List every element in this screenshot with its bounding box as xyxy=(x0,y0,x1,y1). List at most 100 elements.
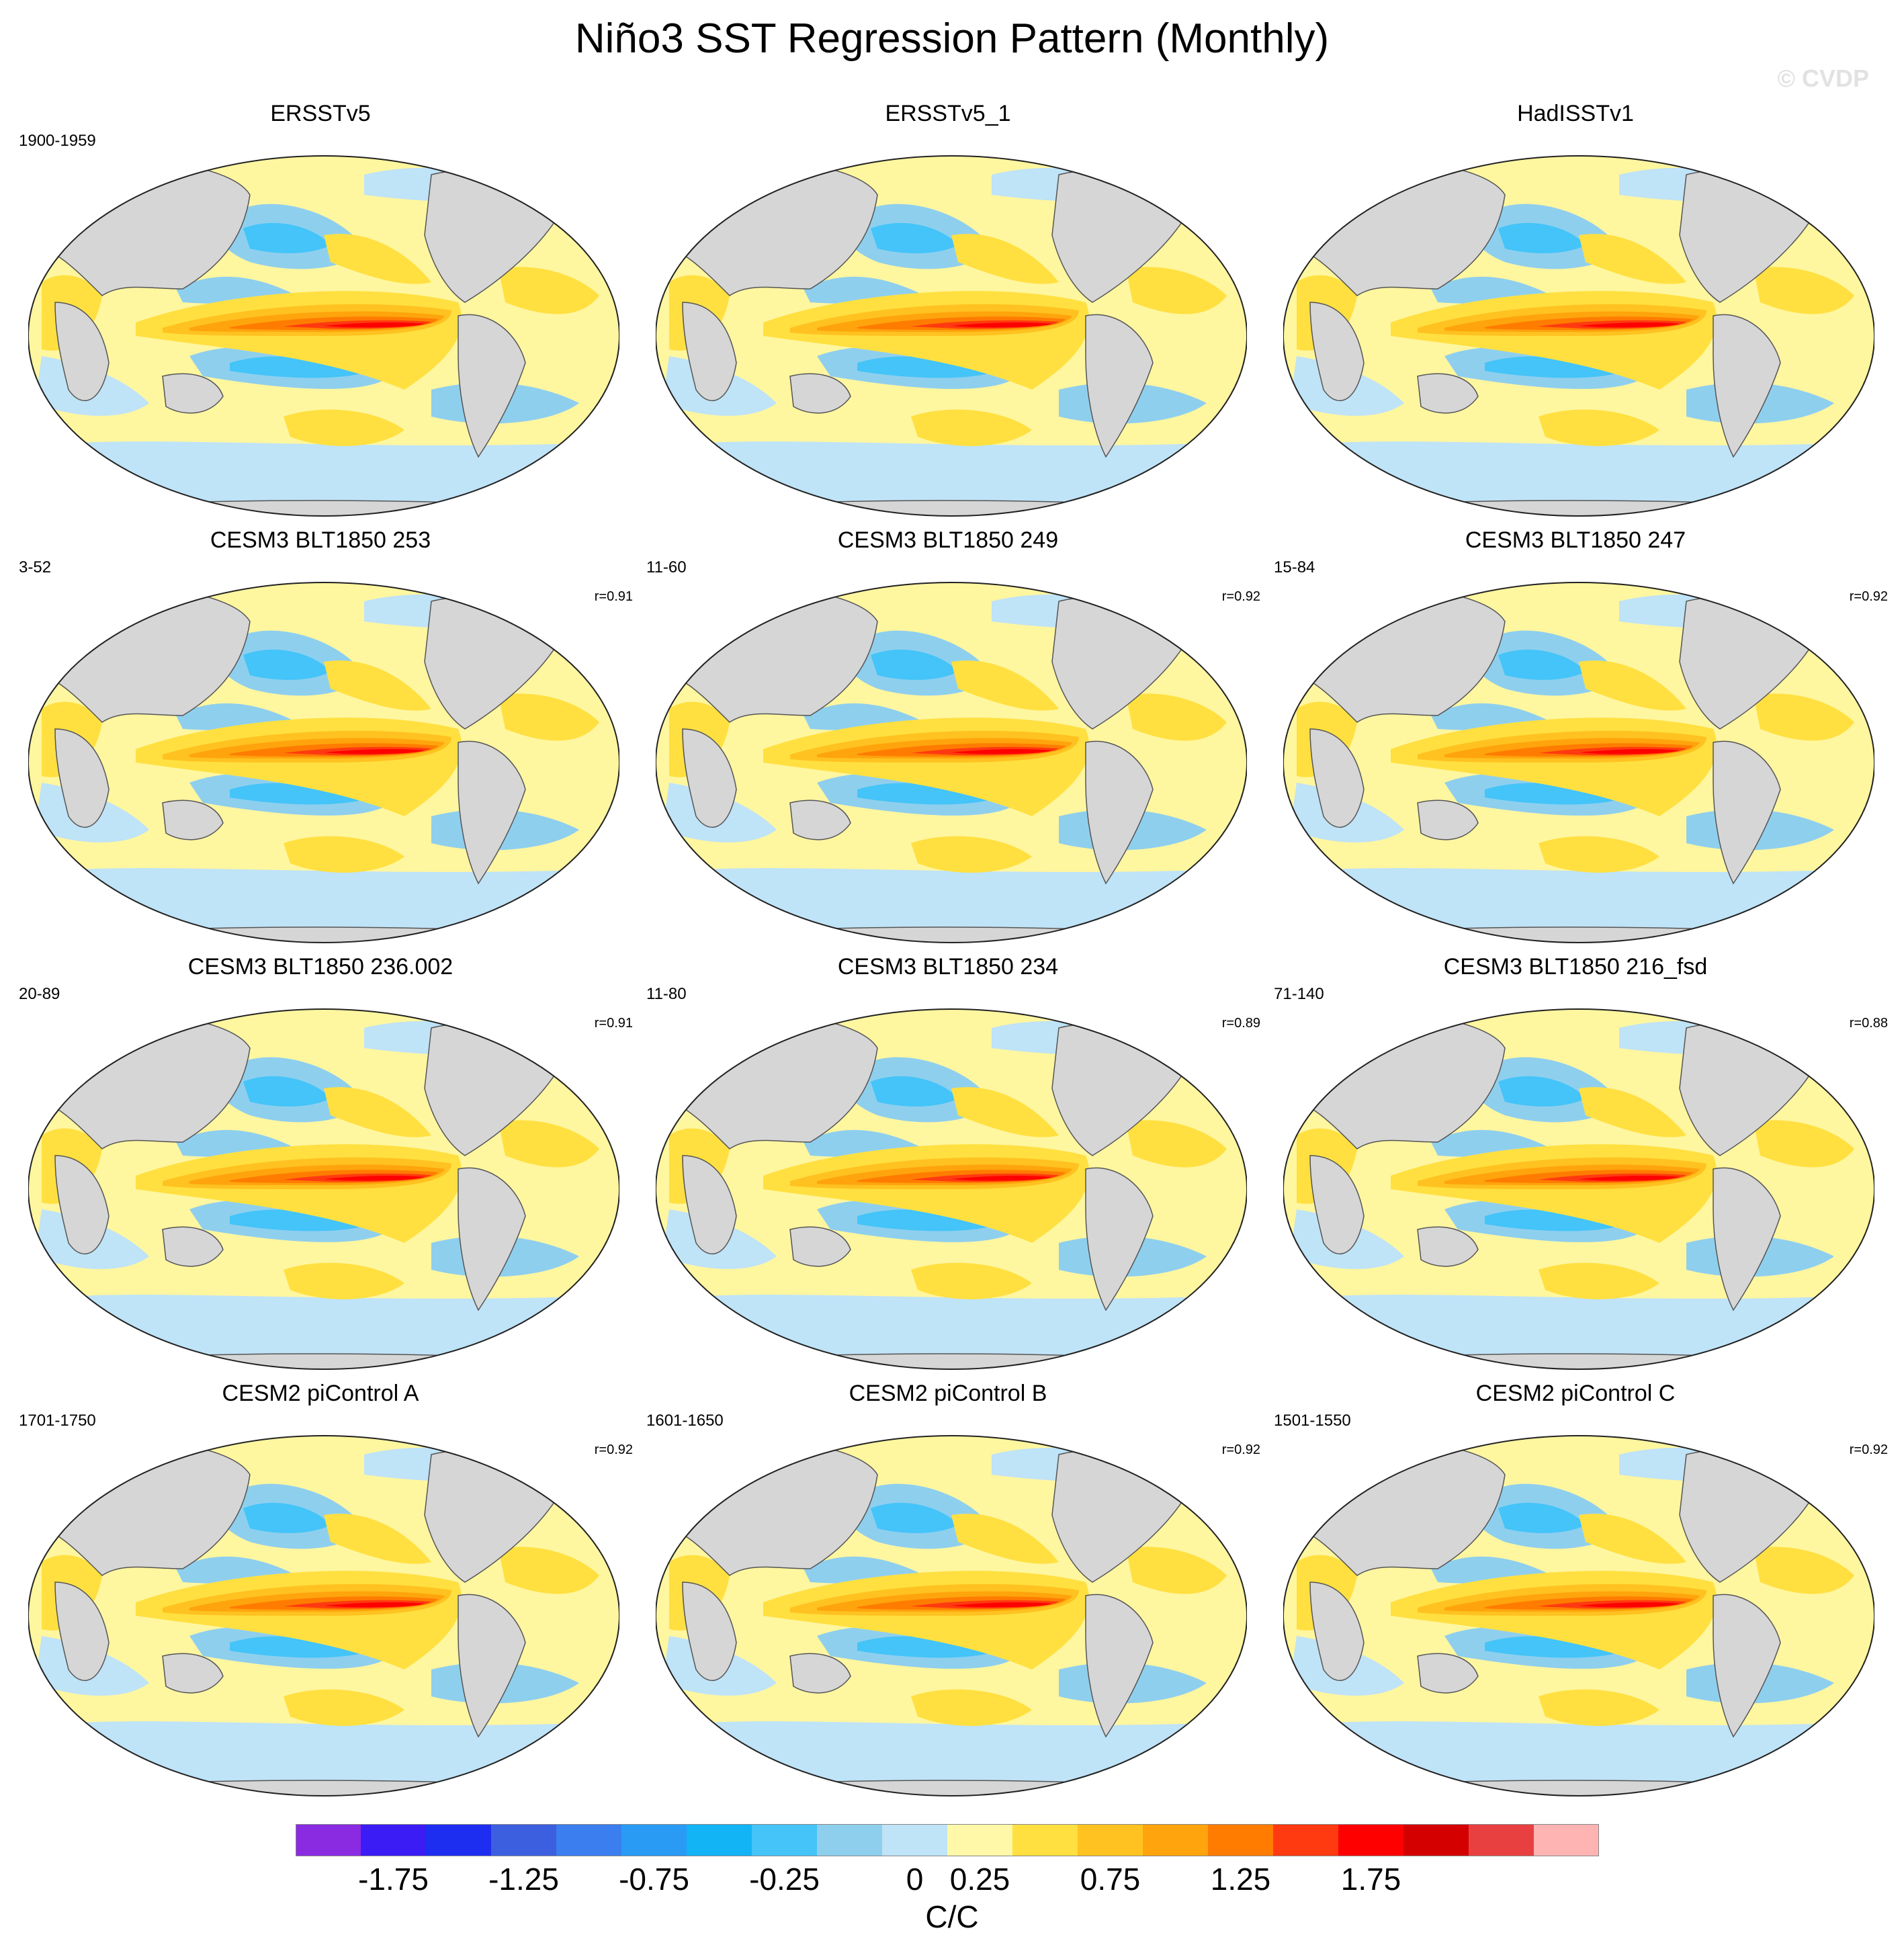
warm-anomaly-region xyxy=(1754,267,1854,314)
warm-anomaly-region xyxy=(951,1087,1059,1137)
south-america-land xyxy=(1085,314,1154,458)
map-panel: CESM3 BLT1850 247 15-84 r=0.92 xyxy=(1263,527,1888,951)
panel-title: CESM2 piControl B xyxy=(849,1381,1047,1406)
warm-anomaly-region xyxy=(499,1547,599,1594)
colorbar-tick-label: -1.75 xyxy=(358,1862,429,1897)
cool-anomaly-region xyxy=(28,1295,619,1369)
colorbar-swatch xyxy=(426,1824,491,1856)
colorbar-swatch xyxy=(1273,1824,1338,1856)
australia-land xyxy=(789,799,851,840)
warm-anomaly-region xyxy=(1579,749,1680,754)
warm-anomaly-region xyxy=(1754,1547,1854,1594)
colorbar-swatch xyxy=(1469,1824,1534,1856)
warm-anomaly-region xyxy=(1579,1176,1680,1181)
sst-map xyxy=(656,1435,1247,1796)
map-outline xyxy=(28,155,619,517)
map-outline xyxy=(1283,1435,1874,1796)
warm-anomaly-region xyxy=(324,234,431,284)
cool-anomaly-region xyxy=(871,222,958,253)
sst-map xyxy=(1283,1008,1874,1370)
panel-period: 1601-1650 xyxy=(646,1412,724,1430)
cool-anomaly-region xyxy=(1498,1502,1586,1533)
colorbar-tick-label: 1.25 xyxy=(1210,1862,1271,1897)
sst-map xyxy=(1283,582,1874,943)
warm-anomaly-region xyxy=(324,1602,425,1608)
cool-anomaly-region xyxy=(656,1721,1247,1796)
map-outline xyxy=(28,582,619,943)
map-panel: ERSSTv5 1900-1959 xyxy=(8,101,633,524)
sst-map xyxy=(28,582,619,943)
warm-anomaly-region xyxy=(499,693,599,741)
colorbar-tick-label: 0 xyxy=(906,1862,924,1897)
africa-land xyxy=(1309,302,1365,402)
africa-land xyxy=(1309,728,1365,828)
colorbar-swatch xyxy=(556,1824,621,1856)
south-america-land xyxy=(1713,1167,1781,1311)
panel-period: 71-140 xyxy=(1274,985,1324,1003)
antarctica-land xyxy=(656,1780,1247,1796)
australia-land xyxy=(162,799,224,840)
australia-land xyxy=(162,373,224,414)
cool-anomaly-region xyxy=(1498,649,1586,680)
cool-anomaly-region xyxy=(28,441,619,516)
panel-correlation: r=0.92 xyxy=(1221,1442,1260,1457)
south-america-land xyxy=(458,740,526,885)
colorbar-tick-label: 1.75 xyxy=(1340,1862,1401,1897)
cool-anomaly-region xyxy=(871,649,958,680)
panel-correlation: r=0.89 xyxy=(1221,1016,1260,1031)
warm-anomaly-region xyxy=(1579,234,1686,284)
warm-anomaly-region xyxy=(324,749,425,754)
africa-land xyxy=(1309,1582,1365,1682)
sst-map xyxy=(656,1008,1247,1370)
warm-anomaly-region xyxy=(499,267,599,314)
panel-title: ERSSTv5 xyxy=(270,101,371,126)
panel-title: CESM3 BLT1850 247 xyxy=(1465,527,1686,553)
cool-anomaly-region xyxy=(857,783,992,805)
cool-anomaly-region xyxy=(28,1721,619,1796)
africa-land xyxy=(682,302,737,402)
map-panel: CESM3 BLT1850 253 3-52 r=0.91 xyxy=(8,527,633,951)
cool-anomaly-region xyxy=(230,783,364,805)
warm-anomaly-region xyxy=(1754,1120,1854,1168)
warm-anomaly-region xyxy=(911,1262,1032,1299)
warm-anomaly-region xyxy=(951,322,1052,328)
warm-anomaly-region xyxy=(951,234,1059,284)
map-outline xyxy=(28,1008,619,1370)
panel-correlation: r=0.92 xyxy=(1849,1442,1888,1457)
panel-period: 15-84 xyxy=(1274,558,1315,576)
colorbar-tick-label: -0.25 xyxy=(749,1862,820,1897)
cool-anomaly-region xyxy=(243,1076,331,1107)
south-america-land xyxy=(1085,1594,1154,1738)
cool-anomaly-region xyxy=(28,868,619,943)
panel-title: CESM3 BLT1850 234 xyxy=(837,954,1059,980)
map-panel: CESM3 BLT1850 249 11-60 r=0.92 xyxy=(636,527,1260,951)
warm-anomaly-region xyxy=(951,749,1052,754)
warm-anomaly-region xyxy=(951,660,1059,711)
page-title: Niño3 SST Regression Pattern (Monthly) xyxy=(574,15,1330,62)
warm-anomaly-region xyxy=(1539,836,1659,873)
map-panel: CESM2 piControl C 1501-1550 r=0.92 xyxy=(1263,1381,1888,1804)
map-outline xyxy=(1283,155,1874,517)
sst-map xyxy=(1283,155,1874,517)
warm-anomaly-region xyxy=(1754,693,1854,741)
warm-anomaly-region xyxy=(951,1176,1052,1181)
colorbar-frame xyxy=(296,1824,1599,1856)
warm-anomaly-region xyxy=(1126,693,1227,741)
warm-anomaly-region xyxy=(951,1514,1059,1564)
warm-anomaly-region xyxy=(324,1514,431,1564)
panel-correlation: r=0.92 xyxy=(594,1442,633,1457)
antarctica-land xyxy=(1283,1780,1874,1796)
warm-anomaly-region xyxy=(284,409,404,446)
south-america-land xyxy=(1713,1594,1781,1738)
colorbar-swatch xyxy=(1143,1824,1208,1856)
australia-land xyxy=(1417,1226,1479,1267)
panel-correlation: r=0.88 xyxy=(1849,1016,1888,1031)
panel-period: 1900-1959 xyxy=(19,132,96,150)
panel-correlation: r=0.91 xyxy=(594,1016,633,1031)
warm-anomaly-region xyxy=(911,409,1032,446)
australia-land xyxy=(789,373,851,414)
colorbar xyxy=(296,1824,1599,1856)
sst-map xyxy=(28,1435,619,1796)
warm-anomaly-region xyxy=(1579,1602,1680,1608)
panel-title: CESM3 BLT1850 236.002 xyxy=(187,954,453,980)
